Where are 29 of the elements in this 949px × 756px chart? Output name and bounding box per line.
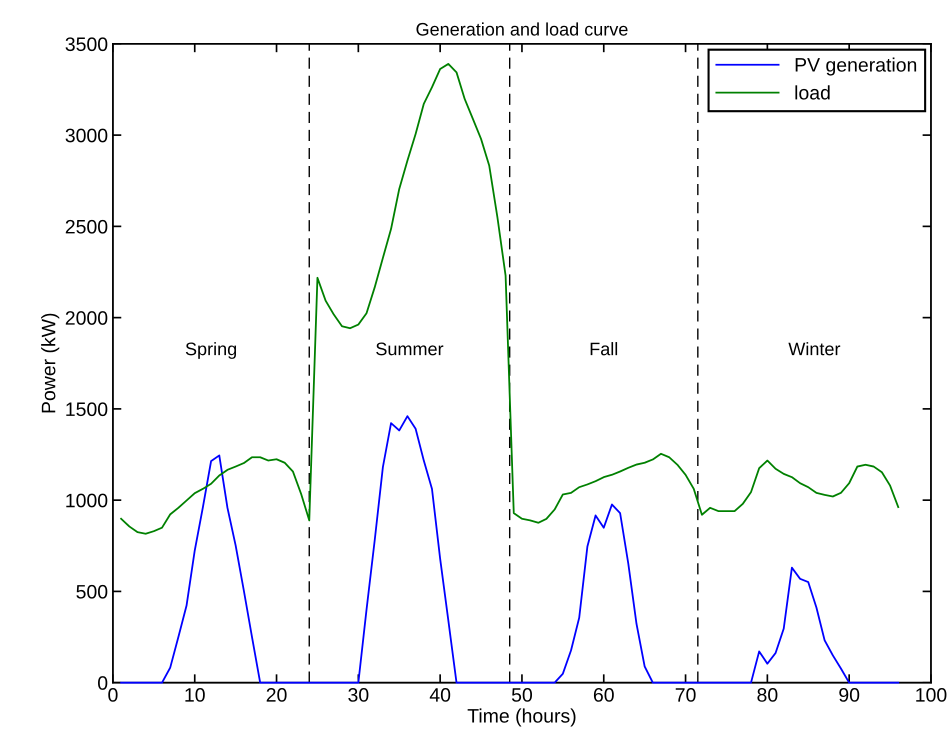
legend-label: PV generation bbox=[796, 57, 916, 76]
x-axis-title: Time (hours) bbox=[468, 708, 576, 727]
legend-label: load bbox=[795, 85, 830, 100]
annotation: Fall bbox=[590, 342, 618, 356]
x-tick-label: 60 bbox=[594, 688, 614, 702]
y-tick-label: 3000 bbox=[66, 128, 108, 142]
annotation: Spring bbox=[186, 342, 236, 359]
y-tick-label: 3500 bbox=[66, 37, 108, 52]
line-series bbox=[120, 415, 900, 684]
x-tick-label: 10 bbox=[185, 688, 205, 702]
x-tick-label: 80 bbox=[757, 688, 778, 702]
x-tick-label: 30 bbox=[348, 688, 368, 702]
x-tick-label: 90 bbox=[839, 688, 860, 702]
y-tick-label: 1500 bbox=[66, 402, 108, 416]
x-tick-label: 40 bbox=[430, 688, 450, 702]
annotation: Winter bbox=[788, 342, 840, 356]
annotation: Summer bbox=[376, 342, 444, 356]
y-axis-title: Power (kW) bbox=[41, 314, 60, 412]
y-tick-label: 2500 bbox=[66, 220, 108, 234]
x-tick-label: 0 bbox=[108, 688, 118, 702]
y-tick-label: 1000 bbox=[66, 494, 108, 508]
chart-title: Generation and load curve bbox=[416, 22, 628, 36]
x-tick-label: 20 bbox=[266, 688, 287, 702]
x-tick-label: 50 bbox=[512, 688, 532, 702]
y-tick-label: 500 bbox=[76, 584, 108, 599]
y-tick-label: 2000 bbox=[66, 311, 108, 325]
x-tick-label: 70 bbox=[676, 688, 696, 702]
y-tick-label: 0 bbox=[98, 676, 108, 690]
x-tick-label: 100 bbox=[916, 688, 946, 702]
